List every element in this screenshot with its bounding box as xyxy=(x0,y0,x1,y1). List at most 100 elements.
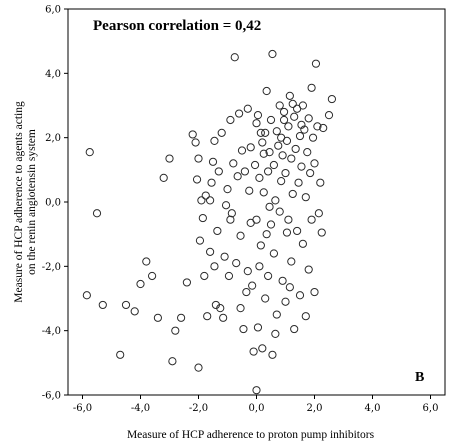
data-point xyxy=(288,99,297,108)
y-tick-label: -6,0 xyxy=(42,391,61,402)
data-point xyxy=(277,176,286,186)
data-point xyxy=(221,201,231,210)
data-point xyxy=(200,271,209,281)
data-point xyxy=(208,157,218,166)
data-point xyxy=(203,312,212,321)
data-point xyxy=(253,323,263,332)
x-tick-label: 4,0 xyxy=(365,403,381,414)
data-point xyxy=(275,207,284,216)
data-point xyxy=(82,291,91,300)
data-point xyxy=(307,215,316,224)
x-tick-label: 0,0 xyxy=(249,403,265,414)
data-point xyxy=(243,104,252,113)
data-point xyxy=(287,257,296,266)
data-point xyxy=(271,329,280,338)
data-point xyxy=(130,307,139,316)
data-point xyxy=(232,259,241,268)
data-point xyxy=(317,228,326,237)
data-point xyxy=(142,257,151,266)
data-point xyxy=(116,350,125,359)
data-point xyxy=(304,114,313,123)
data-point xyxy=(319,123,328,133)
data-point xyxy=(258,344,267,353)
data-point xyxy=(291,144,300,154)
data-point xyxy=(239,324,248,334)
y-axis-label: Measure of HCP adherence to agents actin… xyxy=(13,101,38,303)
data-point xyxy=(298,239,307,248)
data-point xyxy=(265,148,274,157)
data-point xyxy=(264,271,273,281)
data-point xyxy=(217,128,226,137)
data-point xyxy=(281,297,290,306)
data-point xyxy=(301,312,310,321)
x-tick-label: -6,0 xyxy=(73,403,92,414)
data-point xyxy=(252,119,261,128)
data-point xyxy=(271,196,280,205)
data-point xyxy=(192,175,202,184)
data-point xyxy=(268,49,277,59)
plot-frame xyxy=(67,8,446,396)
data-point xyxy=(256,128,265,137)
data-point xyxy=(279,107,289,117)
data-point xyxy=(220,252,229,261)
y-tick-label: 2,0 xyxy=(45,133,61,144)
data-point xyxy=(314,209,323,218)
data-point xyxy=(165,154,174,163)
data-point xyxy=(237,146,247,155)
x-tick-label: -4,0 xyxy=(131,403,150,414)
data-point xyxy=(272,127,281,136)
data-point xyxy=(223,185,232,194)
data-point xyxy=(266,115,276,125)
data-point xyxy=(269,160,278,170)
data-point xyxy=(245,186,254,195)
data-point xyxy=(294,178,303,187)
data-point xyxy=(279,115,289,125)
data-point xyxy=(250,160,260,170)
data-point xyxy=(311,59,321,68)
data-point xyxy=(262,230,271,239)
data-point xyxy=(324,111,334,120)
data-point xyxy=(304,265,313,274)
data-point xyxy=(198,213,207,223)
data-point xyxy=(98,300,107,310)
data-point xyxy=(121,300,131,310)
data-point xyxy=(300,125,309,134)
panel-label: B xyxy=(415,370,424,385)
y-tick-label: -2,0 xyxy=(42,262,61,273)
data-point xyxy=(285,91,294,100)
correlation-annotation: Pearson correlation = 0,42 xyxy=(93,18,261,34)
data-point xyxy=(297,120,306,129)
data-point xyxy=(148,271,157,281)
y-tick-label: 6,0 xyxy=(45,5,61,16)
data-point xyxy=(259,149,268,158)
data-point xyxy=(261,128,270,137)
data-point xyxy=(313,122,322,131)
data-point xyxy=(168,357,177,366)
data-point xyxy=(316,178,325,187)
data-point xyxy=(240,167,249,176)
data-point xyxy=(206,196,215,205)
data-point xyxy=(210,136,219,145)
data-point xyxy=(246,143,255,152)
data-point xyxy=(214,167,223,176)
data-point xyxy=(224,271,234,281)
y-axis-label-line-1: Measure of HCP adherence to agents actin… xyxy=(13,101,25,303)
data-point xyxy=(207,178,216,187)
x-tick-label: 2,0 xyxy=(307,403,323,414)
y-tick-label: 4,0 xyxy=(45,69,61,80)
data-point xyxy=(236,231,245,240)
data-point xyxy=(236,304,245,313)
data-point xyxy=(229,159,238,168)
data-point xyxy=(252,386,261,395)
data-point xyxy=(268,350,277,359)
data-point xyxy=(233,172,242,181)
data-point xyxy=(272,310,281,319)
data-point xyxy=(288,189,297,199)
data-point xyxy=(242,287,251,297)
data-point xyxy=(230,53,239,62)
data-point xyxy=(219,313,228,322)
data-point xyxy=(253,111,263,120)
data-point xyxy=(171,326,180,335)
data-point xyxy=(298,101,307,110)
